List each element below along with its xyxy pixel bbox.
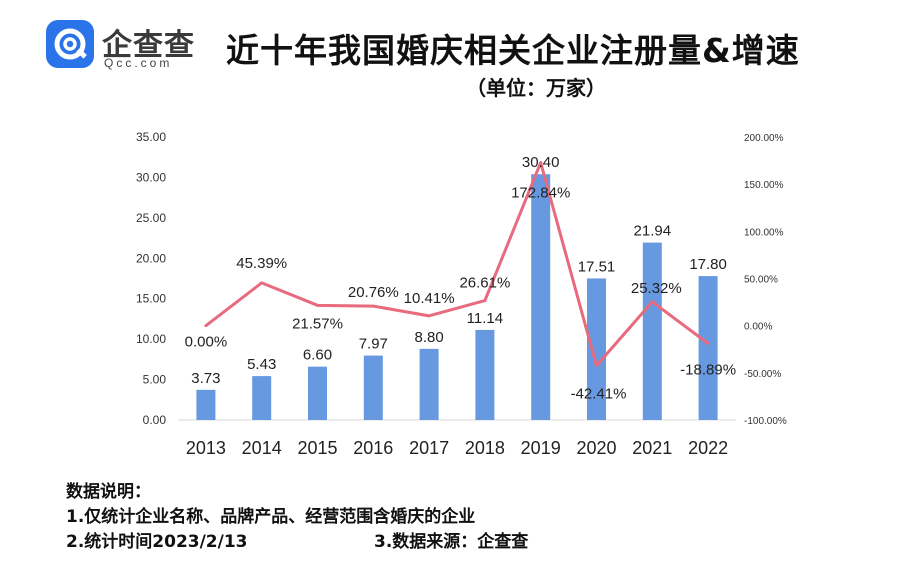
bar [363,355,383,420]
logo-domain: Qcc.com [104,56,173,70]
x-tick-label: 2020 [576,438,616,458]
y2-tick-label: 50.00% [744,275,778,286]
x-tick-label: 2019 [521,438,561,458]
line-point [316,303,319,307]
y2-tick-label: 0.00% [744,322,772,333]
line-value-label: 0.00% [185,334,228,351]
bar [587,278,606,420]
bar [308,366,327,420]
bar-value-label: 5.43 [247,356,276,373]
combo-chart: 0.00 5.00 10.00 15.00 20.00 25.00 30.00 35.00 -1… [136,130,787,458]
bar-value-label: 30.40 [522,154,560,171]
bar [531,174,551,420]
y2-tick-label: 100.00% [744,227,784,238]
y2-tick-label: 150.00% [744,180,784,191]
line-point [204,324,208,328]
x-tick-label: 2017 [409,438,449,458]
y-tick-label: 30.00 [136,170,166,184]
bar [419,348,439,420]
line-point [483,299,487,303]
line-value-label: 10.41% [404,290,455,307]
line-value-label: 172.84% [511,185,570,202]
bar-value-label: 11.14 [467,310,503,327]
data-notes: 数据说明： 1.仅统计企业名称、品牌产品、经营范围含婚庆的企业 2.统计时间20… [66,480,528,555]
chart-subtitle: （单位：万家） [466,76,606,100]
y-tick-label: 5.00 [143,373,167,387]
notes-row-2: 2.统计时间2023/2/13 3.数据来源：企查查 [66,530,528,555]
bar [642,242,662,420]
qcc-logo-icon [46,20,94,68]
logo-name: 企查查 [102,28,195,63]
x-tick-label: 2022 [688,438,728,458]
bar [196,389,216,420]
x-tick-label: 2021 [632,438,672,458]
bar [252,376,272,420]
y-tick-label: 0.00 [143,413,167,427]
notes-line-3: 3.数据来源：企查查 [374,532,529,552]
y-tick-label: 20.00 [136,251,166,265]
line-value-label: -42.41% [571,386,627,403]
line-point [260,281,264,285]
bar-value-label: 7.97 [359,336,388,353]
bar [475,329,495,420]
line-point [539,161,543,165]
bar-value-label: 3.73 [191,370,220,387]
growth-line [204,161,709,368]
line-value-label: 20.76% [348,284,399,301]
line-point [595,364,598,368]
bar-value-label: 17.80 [689,256,727,273]
y-tick-label: 35.00 [136,130,166,144]
notes-heading: 数据说明： [66,482,151,502]
line-point [427,314,431,318]
line-value-label: -18.89% [680,361,736,378]
line-value-label: 25.32% [631,280,682,297]
x-tick-label: 2018 [465,438,505,458]
bar [698,276,718,420]
bar-value-label: 17.51 [578,258,616,275]
line-point [706,341,710,345]
line-point [371,304,375,308]
x-tick-label: 2016 [353,438,393,458]
notes-line-2: 2.统计时间2023/2/13 [66,532,248,552]
y-tick-label: 15.00 [136,292,166,306]
line-point [650,300,654,304]
bar-value-label: 21.94 [634,223,672,240]
bar-value-label: 8.80 [414,329,443,346]
chart-title: 近十年我国婚庆相关企业注册量&增速 [226,31,800,70]
x-tick-label: 2014 [242,438,282,458]
y-tick-label: 25.00 [136,211,166,225]
line-value-label: 26.61% [459,275,510,292]
qcc-logo: 企查查 Qcc.com [44,18,214,72]
bar-value-label: 6.60 [303,347,332,364]
y-tick-label: 10.00 [136,332,166,346]
y2-tick-label: -50.00% [744,369,781,380]
x-tick-label: 2015 [297,438,337,458]
x-tick-label: 2013 [186,438,226,458]
y2-tick-label: -100.00% [744,416,787,427]
line-value-label: 21.57% [292,315,343,332]
notes-line-1: 1.仅统计企业名称、品牌产品、经营范围含婚庆的企业 [66,507,476,527]
line-value-label: 45.39% [236,255,287,272]
y2-tick-label: 200.00% [744,133,784,144]
